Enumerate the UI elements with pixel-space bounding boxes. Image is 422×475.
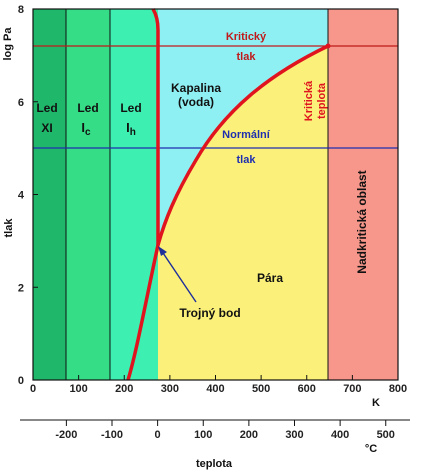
celsius-tick-label: 0 [155,429,161,441]
celsius-tick-label: -100 [101,429,123,441]
liquid-label-2: (voda) [178,95,214,109]
triple-point-arrow [158,246,197,303]
y-tick-label: 4 [18,190,25,202]
vaporization-curve [126,44,329,381]
ice-ic-region [66,9,110,380]
kelvin-tick-label: 700 [343,383,361,395]
celsius-tick-label: 400 [331,429,349,441]
kelvin-tick-label: 300 [161,383,179,395]
critical-pressure-label: Kritický [226,31,267,43]
liquid-label: Kapalina [171,81,221,95]
ice-xi-label: Led [36,101,57,115]
celsius-tick-label: -200 [55,429,77,441]
supercritical-region [328,9,398,380]
triple-point-label: Trojný bod [179,306,240,320]
critical-temperature-label: Kritická [303,80,315,121]
celsius-tick-label: 500 [377,429,395,441]
ice-ih-under-curve [110,245,158,380]
celsius-axis-ticks: -200 -100 0 100 200 300 400 500 [55,420,395,441]
celsius-tick-label: 200 [240,429,258,441]
celsius-tick-label: 300 [285,429,303,441]
y-tick-label: 0 [18,375,24,387]
y-tick-label: 6 [18,97,24,109]
kelvin-tick-label: 500 [252,383,270,395]
vapor-label: Pára [257,271,283,285]
ice-ic-label-2: Ic [81,120,91,138]
y-axis-title: log Pa [2,27,14,61]
y-axis-label: tlak [3,218,15,238]
normal-pressure-label: Normální [222,129,271,141]
critical-point [325,43,331,49]
kelvin-tick-label: 200 [115,383,133,395]
supercritical-label: Nadkritická oblast [355,170,369,273]
kelvin-unit-label: K [372,397,380,409]
kelvin-tick-label: 600 [298,383,316,395]
kelvin-tick-label: 400 [206,383,224,395]
y-tick-label: 2 [18,282,24,294]
critical-pressure-label-2: tlak [237,51,257,63]
ice-xi-region [33,9,66,380]
y-tick-label: 8 [18,4,24,16]
critical-temperature-label-2: teplota [316,82,328,119]
temperature-axis-label: teplota [196,458,233,470]
celsius-tick-label: 100 [194,429,212,441]
kelvin-tick-label: 100 [69,383,87,395]
kelvin-tick-label: 0 [30,383,36,395]
vapor-region [128,46,328,380]
kelvin-tick-label: 800 [389,383,407,395]
ice-xi-label-2: XI [41,121,52,135]
ice-ih-label-2: Ih [126,120,136,138]
normal-pressure-label-2: tlak [237,154,257,166]
melting-curve [151,8,160,245]
ice-ic-label: Led [77,101,98,115]
ice-ih-label: Led [120,101,141,115]
kelvin-axis-ticks: 0 100 200 300 400 500 600 700 800 [30,375,407,395]
y-axis-ticks: 0 2 4 6 8 [18,4,38,387]
celsius-unit-label: °C [365,443,377,455]
